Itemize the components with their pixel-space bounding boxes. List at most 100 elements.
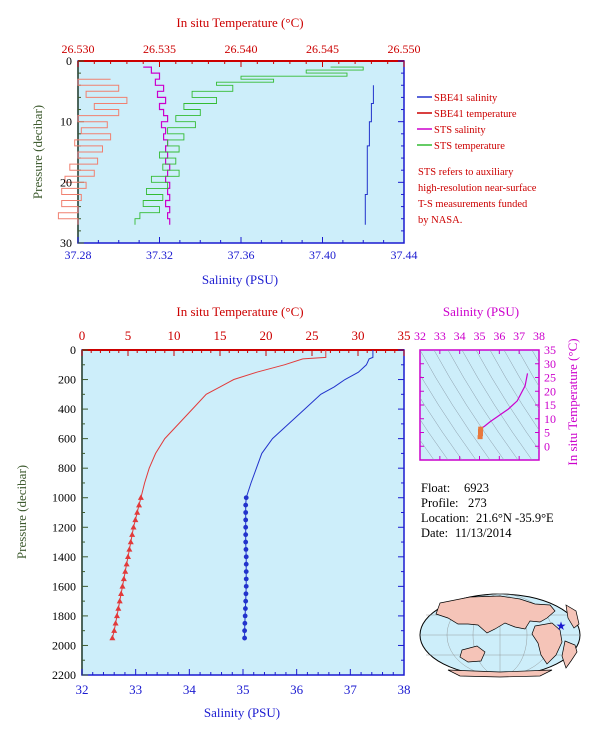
main-pressure-tick-label: 600 (58, 432, 76, 446)
main-series-temperature (111, 350, 327, 639)
top-salinity-axis-title: Salinity (PSU) (202, 272, 278, 287)
note-line-1: STS refers to auxiliary (418, 167, 514, 178)
ts-salinity-tick-label: 38 (533, 329, 545, 343)
main-salinity-marker (243, 517, 249, 523)
continent-africa (531, 622, 563, 665)
main-pressure-tick-label: 400 (58, 402, 76, 416)
ts-salinity-tick-labels: 32 33 34 35 36 37 38 (414, 329, 545, 343)
ts-density-contour (420, 397, 463, 460)
main-temperature-tick-label: 0 (79, 328, 86, 343)
ts-density-contour (475, 350, 539, 451)
main-temperature-marker (137, 494, 144, 500)
top-pressure-tick-label: 10 (60, 115, 72, 129)
top-series-sbe41-temperature (57, 78, 128, 225)
note-line-2: high-resolution near-surface (418, 183, 537, 194)
main-salinity-marker (243, 576, 249, 582)
world-map: ★ (419, 593, 581, 678)
main-pressure-tick-label: 0 (70, 343, 76, 357)
ts-deep-point (477, 432, 483, 437)
ts-density-contour (447, 350, 519, 460)
legend-label-sts-temperature: STS temperature (434, 141, 505, 152)
ts-series (477, 373, 529, 440)
ts-density-contour (531, 350, 539, 364)
continent-north-america (565, 604, 580, 629)
main-temperature-marker (111, 627, 118, 633)
date-label: Date: (421, 526, 448, 540)
main-temperature-axis-title: In situ Temperature (°C) (176, 304, 303, 319)
continent-antarctica (447, 669, 553, 678)
ts-axis-ticks (419, 349, 540, 460)
ts-salinity-tick-label: 32 (414, 329, 426, 343)
top-salinity-tick-label: 37.40 (309, 248, 336, 262)
main-temperature-tick-label: 10 (168, 328, 181, 343)
ts-deep-point (477, 435, 483, 440)
main-salinity-axis-title: Salinity (PSU) (204, 705, 280, 720)
ts-density-contour (420, 350, 491, 460)
legend-label-sts-salinity: STS salinity (434, 125, 486, 136)
top-plot-area (77, 60, 405, 244)
main-temperature-marker (129, 531, 136, 537)
top-temperature-tick-label: 26.550 (388, 42, 421, 56)
top-salinity-tick-label: 37.32 (146, 248, 173, 262)
map-continents (435, 595, 580, 678)
top-note: STS refers to auxiliary high-resolution … (418, 167, 537, 226)
main-axis-ticks (81, 349, 405, 676)
main-salinity-tick-label: 32 (76, 682, 89, 697)
top-series-sts-temperature (134, 66, 364, 225)
ts-temperature-tick-label: 20 (544, 384, 556, 398)
main-temperature-marker (130, 524, 137, 530)
ts-deep-point (477, 428, 483, 433)
main-temperature-marker (136, 501, 143, 508)
map-float-marker-icon: ★ (556, 619, 567, 633)
continent-australia (459, 645, 486, 663)
top-series (57, 66, 374, 225)
ts-salinity-tick-label: 33 (434, 329, 446, 343)
main-salinity-marker (243, 495, 249, 501)
main-salinity-marker (243, 561, 249, 567)
ts-density-contour (461, 350, 533, 460)
float-label: Float: (421, 481, 450, 495)
ts-salinity-tick-label: 37 (513, 329, 525, 343)
top-pressure-tick-label: 30 (60, 236, 72, 250)
main-salinity-marker (243, 569, 249, 574)
legend-label-sbe41-temperature: SBE41 temperature (434, 109, 517, 120)
main-temperature-marker (113, 612, 120, 619)
main-temperature-tick-label: 20 (260, 328, 273, 343)
main-pressure-tick-label: 1800 (52, 609, 76, 623)
ts-temperature-tick-label: 35 (544, 343, 556, 357)
main-temperature-tick-label: 30 (352, 328, 365, 343)
main-temperature-marker (122, 568, 129, 574)
main-salinity-tick-label: 33 (129, 682, 142, 697)
profile-value: 273 (468, 496, 487, 510)
main-temperature-marker (109, 634, 116, 641)
ts-salinity-tick-label: 34 (454, 329, 466, 343)
note-line-4: by NASA. (418, 215, 462, 226)
main-salinity-tick-labels: 32 33 34 35 36 37 38 (76, 682, 411, 697)
ts-temperature-axis-title: In situ Temperature (°C) (565, 338, 580, 465)
ts-density-contour (420, 439, 435, 460)
main-salinity-marker (243, 606, 248, 611)
main-salinity-marker (242, 620, 248, 626)
main-temperature-marker (125, 553, 131, 560)
ts-plot-area (419, 349, 540, 461)
float-info: Float: 6923 Profile: 273 Location: 21.6°… (421, 481, 554, 540)
main-temperature-marker (120, 575, 127, 582)
location-value: 21.6°N -35.9°E (476, 511, 554, 525)
main-pressure-tick-label: 2200 (52, 668, 76, 682)
top-temperature-tick-label: 26.535 (143, 42, 176, 56)
ts-temperature-tick-label: 5 (544, 426, 550, 440)
top-salinity-tick-labels: 37.28 37.32 37.36 37.40 37.44 (65, 248, 418, 262)
main-temperature-tick-label: 25 (306, 328, 319, 343)
main-salinity-marker (243, 554, 249, 560)
main-salinity-marker (242, 635, 248, 641)
main-temperature-tick-label: 15 (214, 328, 227, 343)
main-temperature-marker (119, 583, 126, 589)
top-salinity-tick-label: 37.28 (65, 248, 92, 262)
top-pressure-tick-label: 20 (60, 175, 72, 189)
main-pressure-tick-label: 2000 (52, 638, 76, 652)
main-pressure-tick-label: 800 (58, 461, 76, 475)
top-temperature-tick-label: 26.545 (306, 42, 339, 56)
main-salinity-marker (242, 613, 248, 619)
main-salinity-tick-label: 37 (344, 682, 358, 697)
top-temperature-tick-label: 26.540 (225, 42, 258, 56)
